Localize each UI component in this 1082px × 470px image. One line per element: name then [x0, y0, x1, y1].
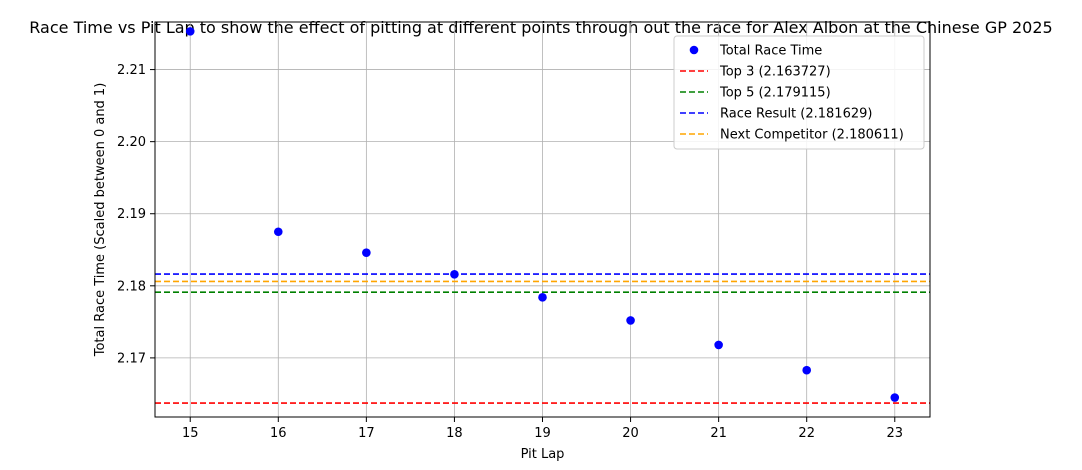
x-tick-label: 22 [798, 426, 815, 441]
x-tick-label: 15 [182, 426, 199, 441]
data-point [890, 393, 900, 402]
legend-label: Top 5 (2.179115) [719, 86, 831, 101]
legend-label: Total Race Time [719, 44, 822, 59]
reference-lines [155, 273, 930, 404]
y-axis-ticks: 2.17 2.18 2.19 2.20 2.21 [117, 63, 155, 366]
y-tick-label: 2.20 [117, 135, 146, 150]
scatter-points [185, 27, 900, 402]
y-axis-label: Total Race Time (Scaled between 0 and 1) [93, 83, 108, 358]
x-tick-label: 19 [534, 426, 551, 441]
x-axis-label: Pit Lap [521, 447, 565, 462]
data-point [362, 248, 371, 257]
legend-label: Top 3 (2.163727) [719, 65, 831, 80]
data-point [185, 27, 195, 36]
x-tick-label: 16 [270, 426, 287, 441]
data-point [626, 316, 635, 325]
data-point [538, 293, 547, 302]
x-tick-label: 18 [446, 426, 463, 441]
data-point [450, 269, 459, 279]
legend-label: Race Result (2.181629) [720, 107, 872, 122]
chart-title: Race Time vs Pit Lap to show the effect … [29, 18, 1052, 37]
x-axis-ticks: 15 16 17 18 19 20 21 22 23 [182, 417, 903, 441]
data-point [273, 227, 283, 237]
legend-label: Next Competitor (2.180611) [720, 128, 904, 143]
y-tick-label: 2.19 [117, 207, 146, 222]
legend-items: Total Race Time Top 3 (2.163727) Top 5 (2.… [680, 44, 904, 143]
x-tick-label: 17 [358, 426, 375, 441]
data-point [802, 365, 812, 375]
legend-box [673, 35, 925, 150]
data-point [714, 340, 723, 350]
legend: Total Race Time Top 3 (2.163727) Top 5 (2.… [673, 35, 925, 150]
legend-marker [689, 45, 699, 55]
x-tick-label: 21 [710, 426, 727, 441]
x-tick-label: 20 [622, 426, 639, 441]
y-tick-label: 2.17 [117, 351, 146, 366]
y-tick-label: 2.21 [117, 63, 146, 78]
y-tick-label: 2.18 [117, 279, 146, 294]
x-tick-label: 23 [886, 426, 903, 441]
